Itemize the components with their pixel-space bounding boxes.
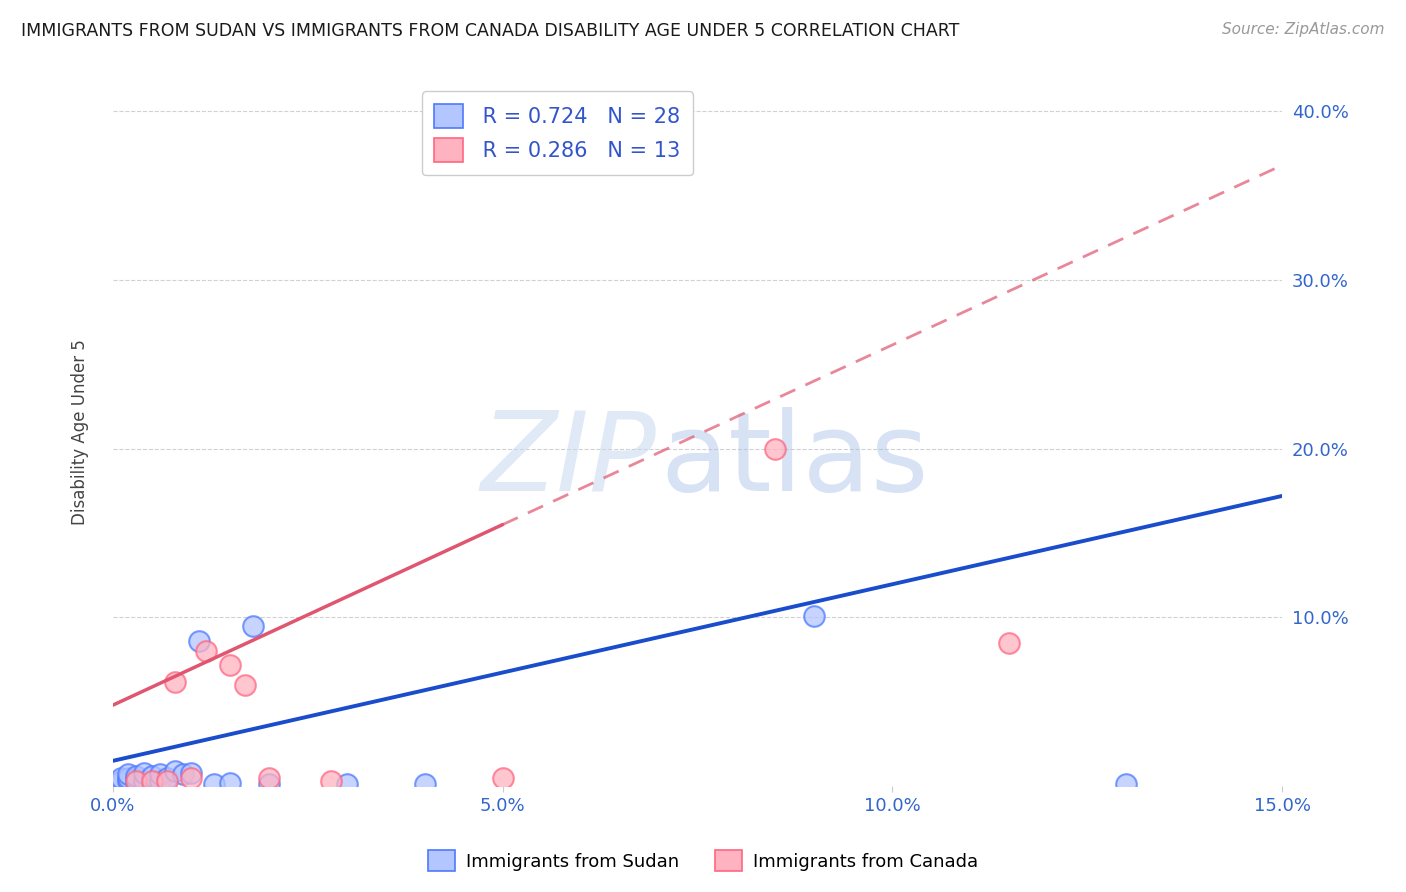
Point <box>110 774 132 789</box>
Point <box>257 777 280 791</box>
Point <box>242 619 264 633</box>
Point <box>117 771 139 785</box>
Point <box>803 608 825 623</box>
Point <box>125 776 148 790</box>
Point <box>413 777 436 791</box>
Point <box>149 774 172 789</box>
Point <box>125 769 148 783</box>
Point <box>321 774 343 789</box>
Point <box>187 634 209 648</box>
Point <box>165 674 187 689</box>
Point <box>202 777 225 791</box>
Y-axis label: Disability Age Under 5: Disability Age Under 5 <box>72 339 89 524</box>
Point <box>117 774 139 789</box>
Point <box>156 774 179 789</box>
Point <box>235 678 257 692</box>
Point <box>149 767 172 781</box>
Text: IMMIGRANTS FROM SUDAN VS IMMIGRANTS FROM CANADA DISABILITY AGE UNDER 5 CORRELATI: IMMIGRANTS FROM SUDAN VS IMMIGRANTS FROM… <box>21 22 959 40</box>
Point <box>998 636 1021 650</box>
Point <box>218 776 240 790</box>
Point <box>156 771 179 785</box>
Text: atlas: atlas <box>661 407 928 514</box>
Point <box>336 777 359 791</box>
Point <box>141 776 163 790</box>
Point <box>765 442 787 456</box>
Point <box>110 771 132 785</box>
Point <box>141 774 163 789</box>
Point <box>125 772 148 787</box>
Point <box>172 767 194 781</box>
Legend: Immigrants from Sudan, Immigrants from Canada: Immigrants from Sudan, Immigrants from C… <box>420 843 986 879</box>
Point <box>165 764 187 778</box>
Point <box>117 767 139 781</box>
Legend:  R = 0.724   N = 28,  R = 0.286   N = 13: R = 0.724 N = 28, R = 0.286 N = 13 <box>422 91 693 175</box>
Point <box>180 765 202 780</box>
Point <box>180 771 202 785</box>
Point <box>132 765 155 780</box>
Point <box>125 774 148 789</box>
Point <box>257 771 280 785</box>
Point <box>491 771 513 785</box>
Point <box>141 769 163 783</box>
Text: ZIP: ZIP <box>481 407 657 514</box>
Point <box>132 774 155 789</box>
Point <box>195 644 218 658</box>
Point <box>218 657 240 672</box>
Point <box>1115 777 1137 791</box>
Point <box>110 776 132 790</box>
Text: Source: ZipAtlas.com: Source: ZipAtlas.com <box>1222 22 1385 37</box>
